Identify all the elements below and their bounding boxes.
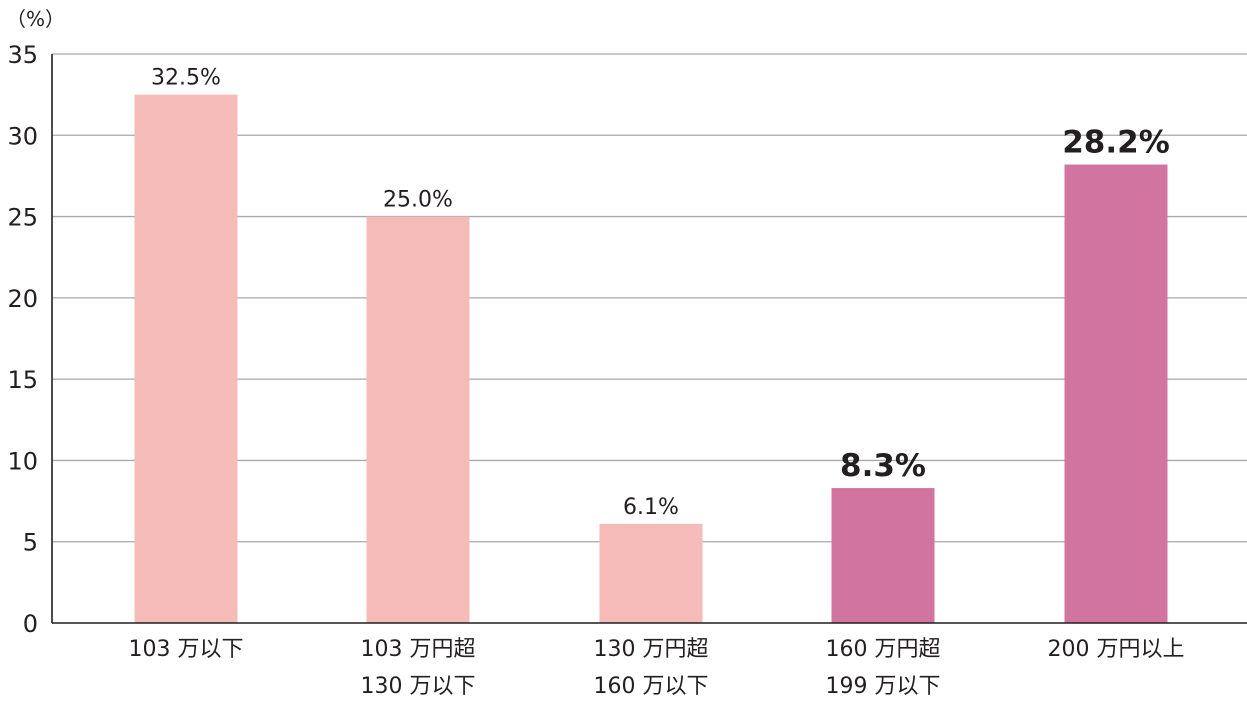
y-tick-label: 25	[7, 204, 38, 232]
x-tick-label: 103 万円超	[361, 637, 476, 662]
x-tick-label: 200 万円以上	[1048, 637, 1185, 662]
y-tick-label: 30	[7, 122, 38, 150]
bar-value-label: 25.0%	[383, 188, 453, 213]
x-tick-label: 160 万以下	[594, 674, 709, 699]
y-tick-label: 20	[7, 285, 38, 313]
y-tick-label: 10	[7, 447, 38, 475]
x-tick-label: 103 万以下	[129, 637, 244, 662]
bar	[831, 488, 935, 623]
y-tick-label: 5	[23, 529, 38, 557]
grid-lines	[52, 53, 1247, 543]
x-tick-label: 160 万円超	[826, 637, 941, 662]
y-axis-ticks: 0 5 10 15 20 25 30 35	[7, 41, 38, 638]
value-labels: 32.5% 25.0% 6.1% 8.3% 28.2%	[151, 66, 1170, 520]
x-tick-label: 130 万以下	[361, 674, 476, 699]
bar	[599, 523, 703, 623]
y-axis-unit-label: （%）	[6, 7, 65, 31]
bar	[134, 94, 238, 623]
x-axis-labels: 103 万以下 103 万円超 130 万以下 130 万円超 160 万以下 160 万…	[129, 637, 1185, 699]
y-tick-label: 15	[7, 366, 38, 394]
bar-value-label: 28.2%	[1062, 125, 1170, 161]
bar	[1064, 164, 1168, 623]
bar	[366, 216, 470, 624]
x-tick-label: 130 万円超	[594, 637, 709, 662]
x-tick-label: 199 万以下	[826, 674, 941, 699]
bar-value-label: 6.1%	[623, 495, 679, 520]
bars	[134, 94, 1168, 624]
y-tick-label: 0	[23, 610, 38, 638]
bar-value-label: 8.3%	[840, 448, 926, 484]
y-tick-label: 35	[7, 41, 38, 69]
bar-value-label: 32.5%	[151, 66, 221, 91]
